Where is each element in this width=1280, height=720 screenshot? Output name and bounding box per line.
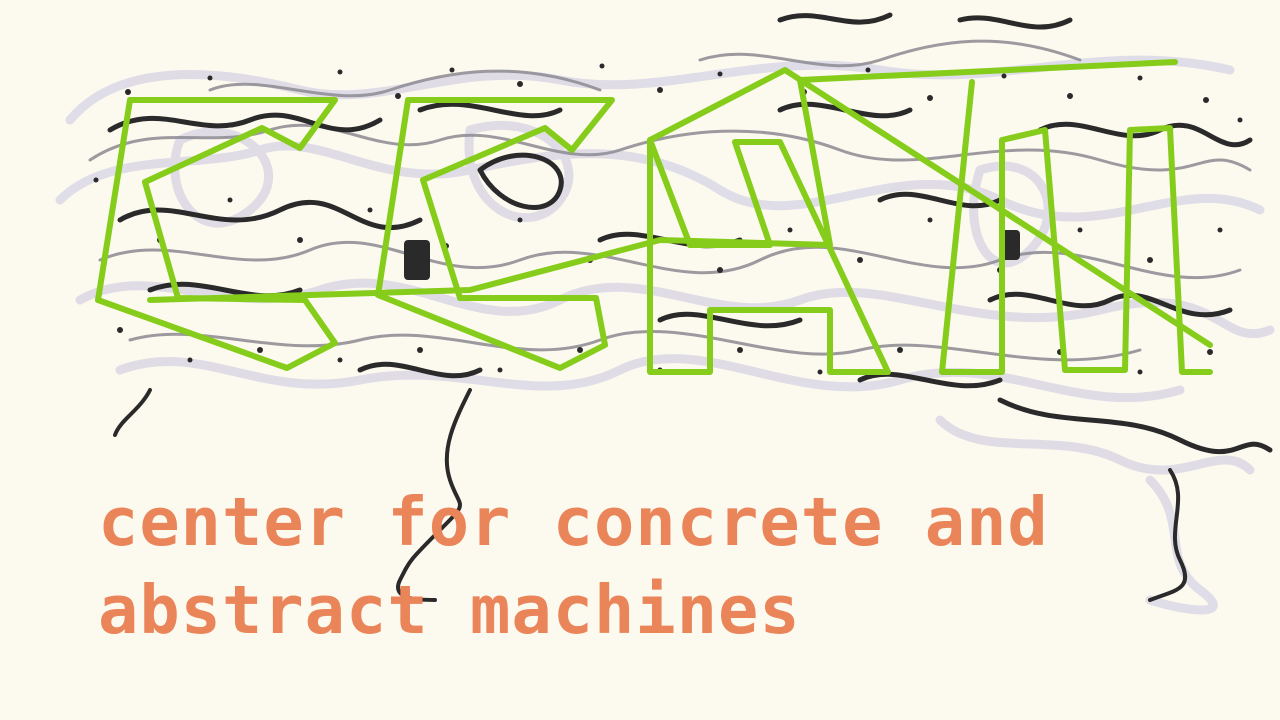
- drip-left: [113, 388, 152, 437]
- tagline-line-1: center for concrete and: [98, 483, 1049, 561]
- drip-center: [396, 388, 472, 602]
- tagline: center for concrete and abstract machine…: [98, 478, 1049, 654]
- logo-sweep-line: [147, 59, 1178, 303]
- logo-letter-c2: [375, 97, 615, 371]
- logo-diagonal-line: [647, 67, 1213, 348]
- ccam-logo-outline: [95, 59, 1213, 375]
- logo-letter-m: [939, 79, 1213, 375]
- tagline-line-2: abstract machines: [98, 571, 801, 649]
- drip-right: [1148, 468, 1188, 602]
